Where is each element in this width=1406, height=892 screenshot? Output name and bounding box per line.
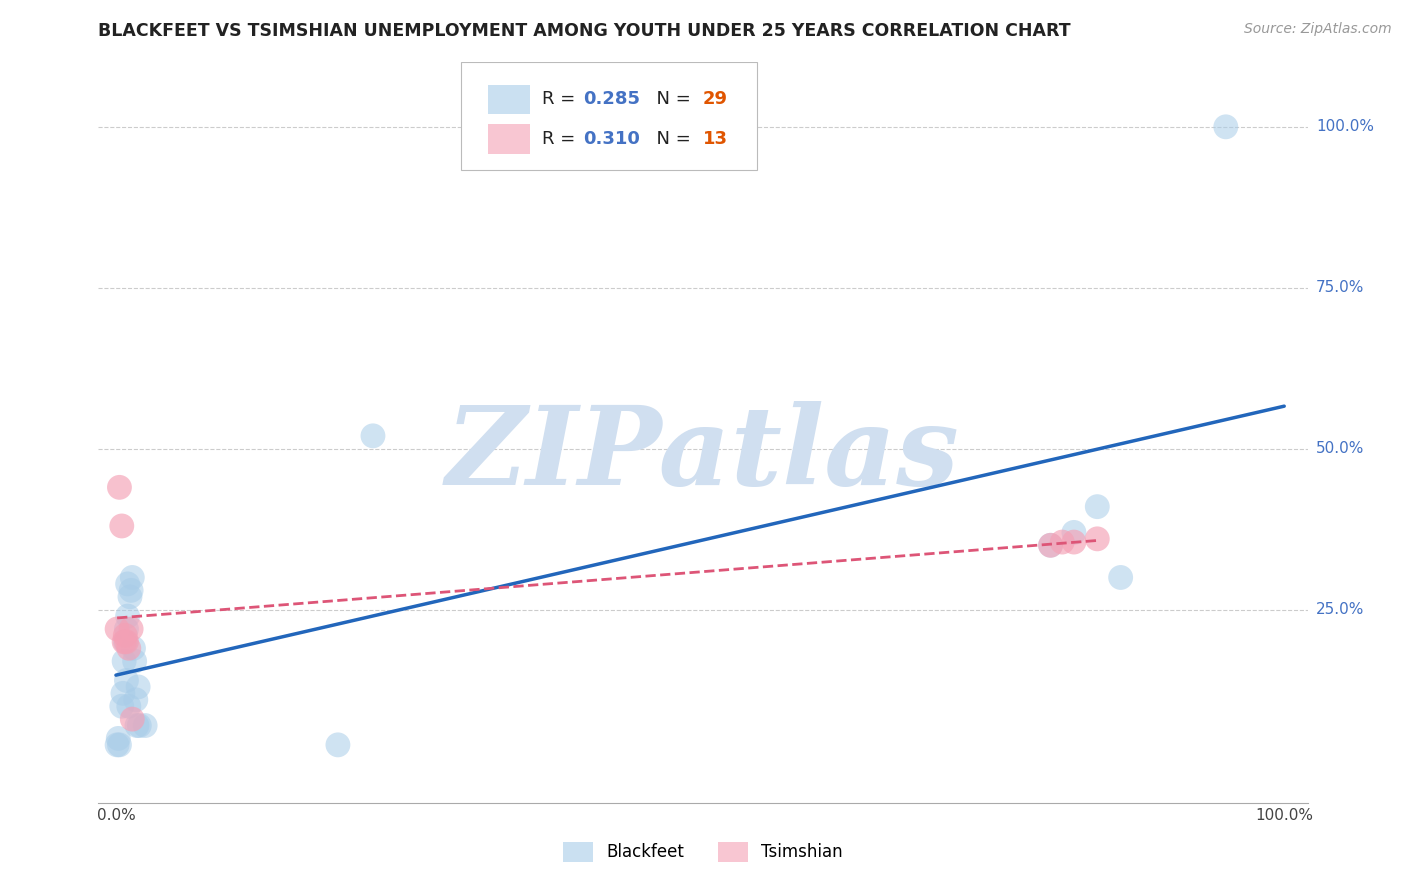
Point — [111, 519, 134, 533]
Point — [128, 718, 150, 732]
Text: 75.0%: 75.0% — [1316, 280, 1364, 295]
Text: ZIPatlas: ZIPatlas — [446, 401, 960, 508]
Point — [114, 628, 136, 642]
Point — [1052, 535, 1074, 549]
Point — [115, 622, 138, 636]
Point — [361, 429, 384, 443]
Point — [1085, 500, 1108, 514]
Point — [111, 686, 134, 700]
Point — [117, 577, 139, 591]
Point — [125, 718, 148, 732]
Text: Source: ZipAtlas.com: Source: ZipAtlas.com — [1244, 22, 1392, 37]
Point — [114, 635, 136, 649]
Legend: Blackfeet, Tsimshian: Blackfeet, Tsimshian — [557, 835, 849, 869]
Point — [108, 480, 131, 494]
FancyBboxPatch shape — [461, 62, 758, 169]
Point — [326, 738, 349, 752]
Point — [108, 738, 131, 752]
Point — [112, 635, 135, 649]
Point — [121, 570, 143, 584]
Point — [112, 654, 135, 668]
Point — [1063, 525, 1085, 540]
Point — [117, 609, 139, 624]
Point — [111, 699, 134, 714]
Point — [105, 738, 128, 752]
Point — [124, 654, 146, 668]
Point — [121, 712, 143, 726]
Point — [118, 590, 141, 604]
Point — [1039, 538, 1062, 552]
Point — [118, 699, 141, 714]
Text: 0.285: 0.285 — [583, 90, 640, 109]
Text: R =: R = — [543, 129, 581, 148]
Text: BLACKFEET VS TSIMSHIAN UNEMPLOYMENT AMONG YOUTH UNDER 25 YEARS CORRELATION CHART: BLACKFEET VS TSIMSHIAN UNEMPLOYMENT AMON… — [98, 22, 1071, 40]
Text: 29: 29 — [703, 90, 728, 109]
Point — [122, 641, 145, 656]
Point — [105, 622, 128, 636]
Point — [120, 583, 142, 598]
Point — [118, 641, 141, 656]
Point — [134, 718, 156, 732]
Point — [127, 680, 149, 694]
Point — [1215, 120, 1237, 134]
Point — [1039, 538, 1062, 552]
Text: 50.0%: 50.0% — [1316, 442, 1364, 456]
FancyBboxPatch shape — [488, 85, 530, 114]
Point — [1063, 535, 1085, 549]
Point — [115, 635, 138, 649]
Point — [125, 693, 148, 707]
Text: 13: 13 — [703, 129, 728, 148]
Text: N =: N = — [645, 129, 696, 148]
Point — [1109, 570, 1132, 584]
Point — [115, 673, 138, 688]
Point — [107, 731, 129, 746]
Point — [1085, 532, 1108, 546]
Text: N =: N = — [645, 90, 696, 109]
Point — [120, 622, 142, 636]
Text: 100.0%: 100.0% — [1316, 120, 1374, 135]
FancyBboxPatch shape — [488, 124, 530, 153]
Text: 0.310: 0.310 — [583, 129, 640, 148]
Text: R =: R = — [543, 90, 581, 109]
Text: 25.0%: 25.0% — [1316, 602, 1364, 617]
